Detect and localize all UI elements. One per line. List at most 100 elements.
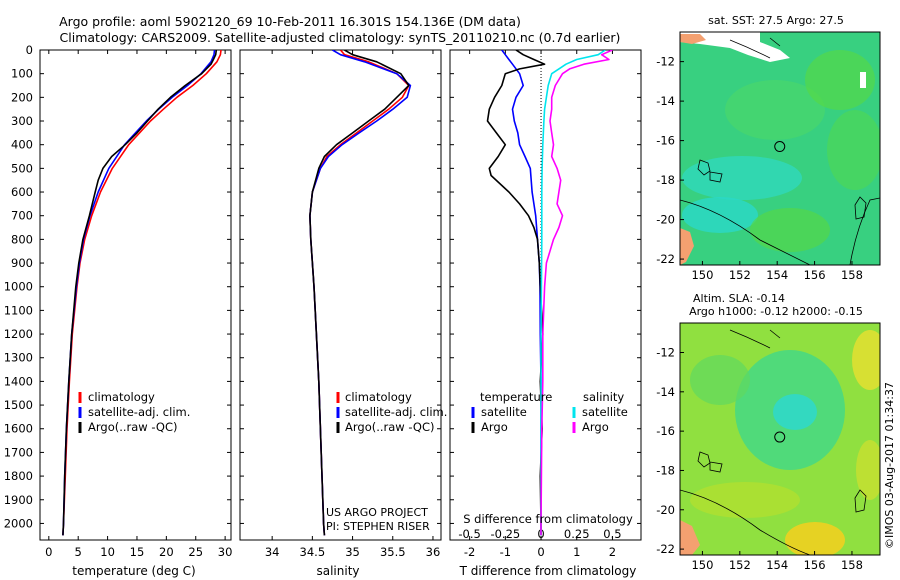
- depth-tick-label: 0: [26, 43, 33, 57]
- salinity-plot-frame: [239, 49, 442, 541]
- figure-title-line2: Climatology: CARS2009. Satellite-adjuste…: [60, 30, 621, 45]
- sla-high-region: [690, 482, 800, 518]
- x-tick-label: 34.5: [300, 545, 326, 559]
- sst-land: [680, 34, 706, 44]
- x-tick-label: 0: [537, 545, 544, 559]
- sla-map-title: Altim. SLA: -0.14: [693, 292, 785, 305]
- depth-tick-label: 1100: [4, 303, 33, 317]
- sst-map: [680, 32, 880, 265]
- map-x-tick-label: 150: [691, 558, 713, 572]
- x-tick-label: 0: [45, 545, 52, 559]
- x-tick-label: 2: [609, 545, 616, 559]
- s-tick-label: -0.5: [458, 527, 480, 541]
- x-tick-label: 15: [130, 545, 145, 559]
- sla-low-region: [773, 394, 817, 430]
- difference-series: [486, 50, 613, 536]
- map-x-tick-label: 158: [841, 268, 863, 282]
- map-x-tick-label: 158: [841, 558, 863, 572]
- x-tick-label: 5: [75, 545, 82, 559]
- legend-label-climatology: climatology: [88, 390, 155, 404]
- salinity-series: [309, 50, 412, 536]
- salinity-legend: climatology satellite-adj. clim. Argo(..…: [336, 390, 447, 434]
- series-line-salinity-satellite: [540, 50, 606, 536]
- series-line-temperature-satellite: [501, 50, 542, 536]
- sla-map: [680, 323, 880, 555]
- sst-reef-outline: [697, 159, 723, 183]
- depth-tick-label: 800: [11, 232, 33, 246]
- depth-tick-label: 400: [11, 138, 33, 152]
- depth-tick-label: 1900: [4, 493, 33, 507]
- depth-tick-label: 500: [11, 161, 33, 175]
- project-annotation: US ARGO PROJECT: [326, 506, 428, 519]
- sst-bathymetry-contour: [849, 197, 880, 265]
- legend-title-temperature: temperature: [480, 390, 552, 404]
- pi-annotation: PI: STEPHEN RISER: [326, 520, 430, 533]
- x-tick-label: -1: [500, 545, 511, 559]
- argo-position-marker: [774, 431, 786, 443]
- legend-label-argo: Argo(..raw -QC): [88, 420, 178, 434]
- depth-tick-label: 200: [11, 90, 33, 104]
- series-line-climatology: [62, 50, 222, 536]
- series-line-satellite-adj-clim-: [309, 50, 412, 536]
- map-y-tick-label: -20: [656, 213, 675, 227]
- depth-tick-label: 700: [11, 209, 33, 223]
- depth-tick-label: 2000: [4, 516, 33, 530]
- sst-map-ticks: 150 152 154 156 158 -12 -14 -16 -18 -20 -22: [656, 55, 863, 282]
- depth-tick-label: 1600: [4, 422, 33, 436]
- map-y-tick-label: -12: [656, 345, 675, 359]
- series-line-argo-raw-qc-: [309, 50, 410, 536]
- depth-tick-label: 300: [11, 114, 33, 128]
- map-x-tick-label: 152: [729, 268, 751, 282]
- sst-missing-data: [860, 72, 866, 88]
- map-x-tick-label: 150: [691, 268, 713, 282]
- legend-label-satellite: satellite-adj. clim.: [88, 405, 190, 419]
- sla-reef-outline: [854, 489, 867, 513]
- temperature-plot-frame: [39, 49, 232, 541]
- sst-map-title: sat. SST: 27.5 Argo: 27.5: [708, 14, 844, 27]
- x-tick-label: 36: [426, 545, 441, 559]
- map-y-tick-label: -18: [656, 173, 675, 187]
- temperature-xlabel: temperature (deg C): [72, 564, 195, 578]
- series-line-satellite-adj-clim-: [62, 50, 216, 536]
- depth-tick-label: 1300: [4, 351, 33, 365]
- sla-map-ticks: 150 152 154 156 158 -12 -14 -16 -18 -20 -22: [656, 345, 863, 572]
- map-x-tick-label: 154: [766, 268, 788, 282]
- sla-high-region: [856, 440, 880, 500]
- x-tick-label: 30: [218, 545, 233, 559]
- depth-tick-label: 1400: [4, 374, 33, 388]
- sst-bathymetry-contour: [680, 199, 811, 265]
- map-y-tick-label: -20: [656, 503, 675, 517]
- difference-legend: temperature salinity satellite Argo sate…: [471, 390, 628, 434]
- depth-tick-label: 1800: [4, 469, 33, 483]
- sst-coastline: [729, 37, 781, 59]
- depth-tick-label: 900: [11, 256, 33, 270]
- s-difference-xlabel: S difference from climatology: [463, 512, 633, 526]
- x-tick-label: 25: [188, 545, 203, 559]
- argo-position-marker: [774, 141, 786, 153]
- salinity-xlabel: salinity: [316, 564, 359, 578]
- sla-coastline: [729, 329, 781, 349]
- sst-map-frame: [679, 31, 881, 266]
- map-y-tick-label: -22: [656, 252, 675, 266]
- map-x-tick-label: 156: [804, 268, 826, 282]
- sla-high-region: [852, 330, 880, 390]
- sla-map-frame: [679, 322, 881, 556]
- depth-tick-label: 1000: [4, 280, 33, 294]
- x-tick-label: 1: [573, 545, 580, 559]
- x-tick-label: 34: [265, 545, 280, 559]
- map-y-tick-label: -14: [656, 385, 675, 399]
- sst-cool-region: [682, 156, 802, 200]
- legend-title-salinity: salinity: [583, 390, 624, 404]
- sst-warm-region: [725, 80, 825, 140]
- temperature-series: [62, 50, 222, 536]
- legend-label-argo: Argo(..raw -QC): [345, 420, 435, 434]
- sla-map-subtitle: Argo h1000: -0.12 h2000: -0.15: [689, 305, 863, 318]
- x-tick-label: -2: [464, 545, 475, 559]
- sla-reef-outline: [697, 451, 723, 473]
- sst-warm-region: [805, 50, 875, 110]
- s-tick-label: 0.5: [603, 527, 621, 541]
- legend-label-t-satellite: satellite: [481, 405, 527, 419]
- sla-high-region: [785, 522, 845, 555]
